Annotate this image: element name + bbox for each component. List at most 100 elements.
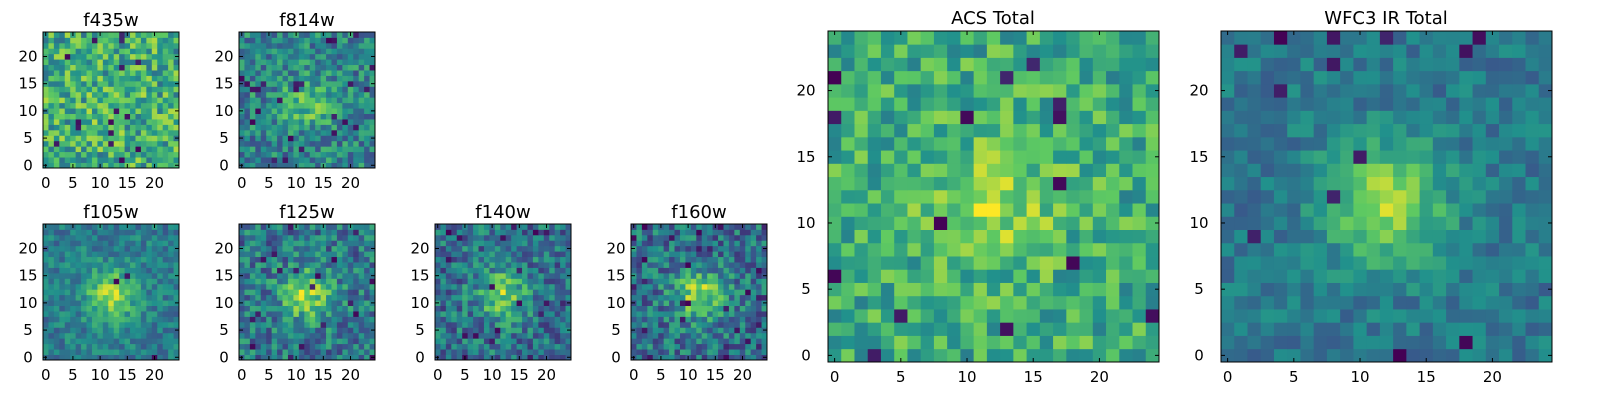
heatmap-cell bbox=[146, 48, 153, 55]
heatmap-cell bbox=[108, 70, 115, 76]
heatmap-cell bbox=[920, 163, 935, 178]
heatmap-cell bbox=[124, 86, 131, 93]
heatmap-cell bbox=[255, 338, 262, 345]
heatmap-cell bbox=[494, 332, 501, 339]
heatmap-cell bbox=[1446, 189, 1460, 204]
heatmap-cell bbox=[151, 108, 158, 114]
heatmap-cell bbox=[1000, 269, 1014, 283]
heatmap-cell bbox=[554, 316, 561, 323]
heatmap-cell bbox=[1366, 256, 1381, 270]
heatmap-cell bbox=[298, 64, 305, 71]
heatmap-cell bbox=[745, 229, 752, 236]
heatmap-cell bbox=[718, 338, 724, 345]
heatmap-cell bbox=[124, 283, 131, 290]
heatmap-cell bbox=[157, 162, 164, 169]
heatmap-cell bbox=[168, 267, 174, 274]
heatmap-cell bbox=[53, 97, 60, 104]
heatmap-cell bbox=[440, 278, 447, 285]
heatmap-cell bbox=[331, 278, 338, 285]
heatmap-cell bbox=[467, 327, 474, 334]
heatmap-cell bbox=[894, 295, 908, 310]
heatmap-cell bbox=[271, 53, 278, 60]
heatmap-cell bbox=[554, 349, 561, 355]
heatmap-cell bbox=[701, 245, 708, 252]
heatmap-cell bbox=[162, 278, 169, 285]
heatmap-cell bbox=[81, 327, 87, 334]
heatmap-cell bbox=[287, 224, 294, 230]
heatmap-cell bbox=[146, 124, 153, 131]
heatmap-cell bbox=[369, 37, 376, 44]
heatmap-cell bbox=[91, 272, 98, 279]
heatmap-cell bbox=[64, 338, 71, 345]
heatmap-cell bbox=[494, 327, 501, 334]
heatmap-cell bbox=[494, 343, 501, 350]
heatmap-cell bbox=[631, 338, 637, 345]
heatmap-cell bbox=[59, 146, 66, 153]
heatmap-cell bbox=[1406, 282, 1420, 297]
heatmap-cell bbox=[1013, 83, 1027, 98]
heatmap-cell bbox=[331, 332, 338, 339]
heatmap-cell bbox=[287, 294, 294, 301]
heatmap-cell bbox=[342, 300, 349, 306]
heatmap-cell bbox=[636, 311, 643, 317]
heatmap-cell bbox=[282, 42, 289, 49]
heatmap-cell bbox=[652, 240, 659, 247]
heatmap-cell bbox=[260, 102, 267, 109]
heatmap-cell bbox=[986, 31, 1001, 45]
heatmap-cell bbox=[353, 113, 360, 120]
heatmap-cell bbox=[920, 110, 935, 125]
heatmap-cell bbox=[560, 251, 566, 258]
heatmap-cell bbox=[636, 251, 643, 258]
heatmap-cell bbox=[168, 321, 174, 328]
heatmap-cell bbox=[543, 349, 550, 355]
heatmap-cell bbox=[287, 97, 294, 104]
heatmap-cell bbox=[119, 316, 125, 323]
heatmap-cell bbox=[960, 282, 975, 297]
heatmap-cell bbox=[658, 294, 665, 301]
heatmap-cell bbox=[102, 283, 109, 290]
heatmap-cell bbox=[293, 283, 300, 290]
heatmap-cell bbox=[287, 316, 294, 323]
heatmap-cell bbox=[1000, 242, 1014, 257]
heatmap-cell bbox=[287, 75, 294, 82]
heatmap-cell bbox=[239, 97, 245, 104]
heatmap-cell bbox=[59, 157, 66, 163]
heatmap-cell bbox=[565, 256, 572, 263]
heatmap-cell bbox=[435, 332, 441, 339]
heatmap-cell bbox=[81, 119, 87, 125]
heatmap-cell bbox=[309, 343, 316, 350]
heatmap-cell bbox=[113, 140, 120, 147]
heatmap-cell bbox=[277, 129, 283, 136]
heatmap-cell bbox=[320, 86, 327, 93]
heatmap-cell bbox=[43, 80, 49, 87]
heatmap-cell bbox=[554, 240, 561, 247]
heatmap-cell bbox=[173, 102, 180, 109]
heatmap-cell bbox=[647, 311, 654, 317]
heatmap-cell bbox=[712, 224, 719, 230]
heatmap-cell bbox=[315, 278, 321, 285]
heatmap-cell bbox=[1313, 295, 1328, 310]
heatmap-cell bbox=[91, 129, 98, 136]
heatmap-cell bbox=[53, 278, 60, 285]
heatmap-cell bbox=[304, 262, 311, 268]
heatmap-cell bbox=[511, 349, 517, 355]
heatmap-cell bbox=[894, 163, 908, 178]
heatmap-cell bbox=[1053, 57, 1067, 72]
heatmap-cell bbox=[369, 294, 376, 301]
heatmap-cell bbox=[500, 321, 507, 328]
heatmap-cell bbox=[298, 102, 305, 109]
heatmap-cell bbox=[81, 289, 87, 296]
heatmap-cell bbox=[43, 327, 49, 334]
heatmap-cell bbox=[353, 294, 360, 301]
heatmap-cell bbox=[554, 283, 561, 290]
heatmap-cell bbox=[1432, 216, 1447, 230]
heatmap-cell bbox=[108, 224, 115, 230]
heatmap-cell bbox=[168, 48, 174, 55]
heatmap-cell bbox=[636, 300, 643, 306]
heatmap-cell bbox=[157, 343, 164, 350]
heatmap-cell bbox=[1393, 322, 1407, 336]
heatmap-cell bbox=[266, 86, 273, 93]
heatmap-cell bbox=[342, 157, 349, 163]
heatmap-cell bbox=[505, 300, 512, 306]
heatmap-cell bbox=[1092, 269, 1107, 283]
